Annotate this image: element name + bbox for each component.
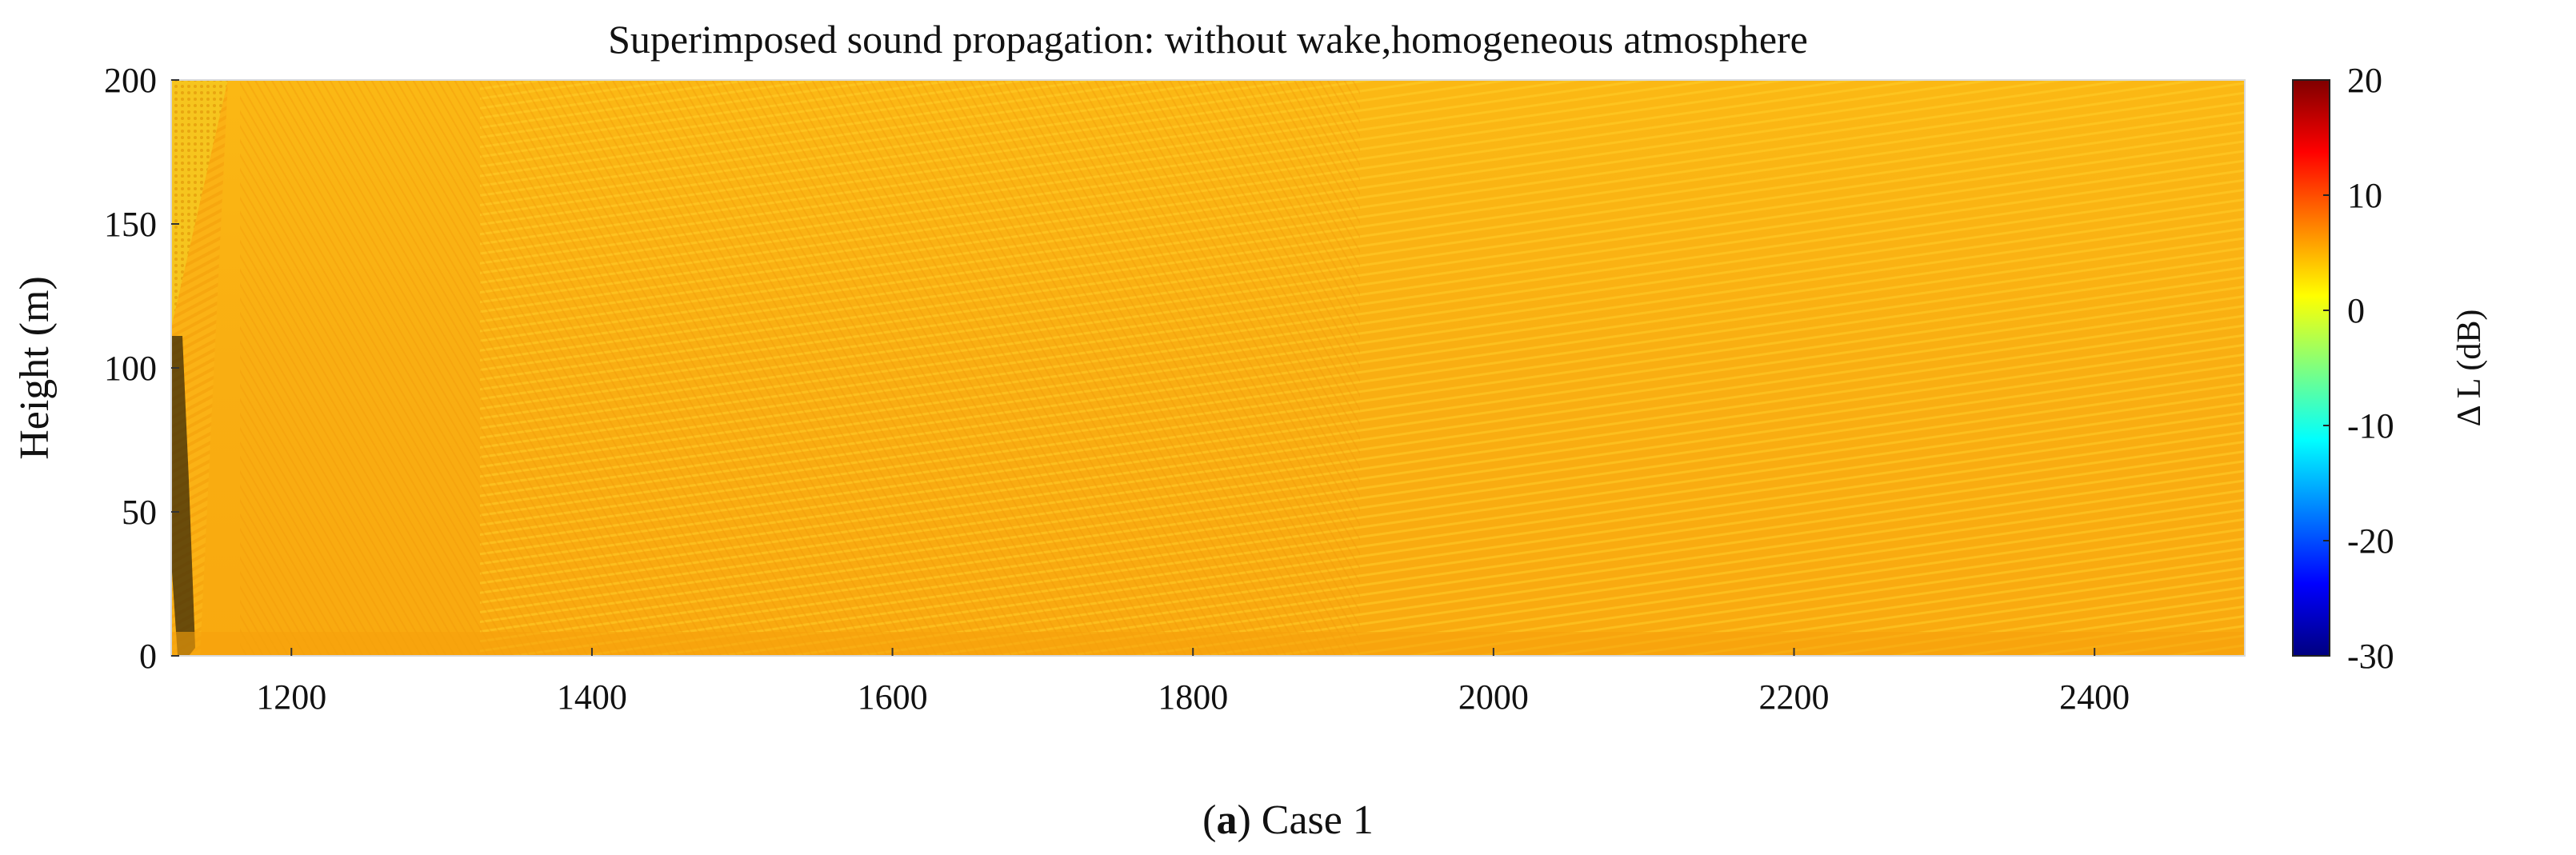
colorbar-tick-label: -30: [2347, 637, 2394, 676]
x-tick-label: 1600: [858, 677, 928, 717]
colorbar-tick-label: 0: [2347, 291, 2365, 330]
y-axis: 0 50 100 150 200: [104, 61, 179, 676]
heatmap-dark-band: [171, 336, 195, 656]
y-tick-label: 0: [139, 637, 157, 676]
x-axis: 1200 1400 1600 1800 2000 2200 2400: [256, 648, 2130, 717]
x-tick-label: 1800: [1158, 677, 1228, 717]
chart-title: Superimposed sound propagation: without …: [608, 17, 1808, 62]
x-tick-label: 2000: [1458, 677, 1529, 717]
colorbar-ticks: -30 -20 -10 0 10 20: [2323, 61, 2394, 676]
colorbar-tick-label: -10: [2347, 406, 2394, 445]
colorbar-label: Δ L (dB): [2451, 310, 2488, 427]
x-tick-label: 2400: [2059, 677, 2130, 717]
heatmap-bottom-band: [171, 632, 2245, 656]
y-axis-label: Height (m): [12, 276, 58, 460]
y-tick-label: 50: [122, 493, 157, 532]
colorbar-tick-label: -20: [2347, 521, 2394, 561]
y-tick-label: 100: [104, 349, 157, 388]
colorbar: [2292, 79, 2330, 657]
heatmap-field: [171, 80, 2245, 656]
x-tick-label: 2200: [1759, 677, 1830, 717]
x-tick-label: 1400: [557, 677, 627, 717]
y-tick-label: 150: [104, 205, 157, 244]
colorbar-tick-label: 20: [2347, 61, 2382, 100]
figure-caption: (a) Case 1: [1202, 797, 1374, 843]
heatmap-shadow-wedge: [171, 80, 228, 328]
x-tick-label: 1200: [256, 677, 326, 717]
colorbar-tick-label: 10: [2347, 176, 2382, 215]
heatmap-fringes-mid: [240, 80, 1360, 656]
y-tick-label: 200: [104, 61, 157, 100]
